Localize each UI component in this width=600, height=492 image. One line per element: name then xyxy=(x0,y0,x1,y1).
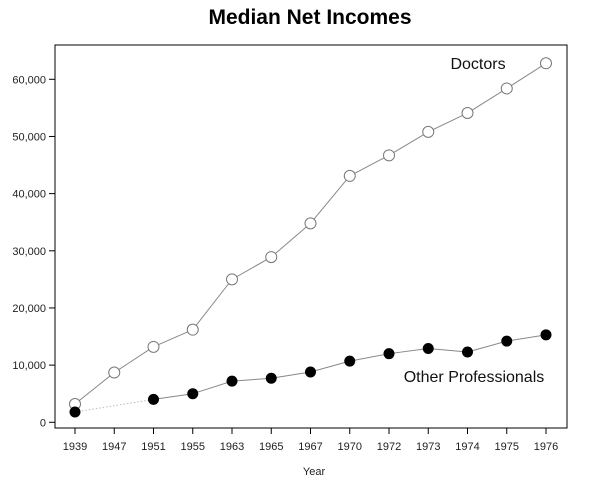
x-tick-label: 1970 xyxy=(338,441,362,453)
series-line-segment xyxy=(388,348,429,355)
series-line-segment xyxy=(506,334,547,342)
data-point xyxy=(501,335,513,347)
data-point xyxy=(265,372,277,384)
data-point xyxy=(462,346,473,358)
series-label-doctors: Doctors xyxy=(450,56,505,73)
x-tick-label: 1973 xyxy=(416,441,440,453)
x-axis-title: Year xyxy=(303,466,326,478)
series-line-segment xyxy=(310,175,351,224)
data-point xyxy=(344,355,356,367)
y-tick-label: 60,000 xyxy=(12,74,46,86)
series-line-segment xyxy=(467,88,508,114)
series-layer xyxy=(69,57,552,418)
series-label-other-professionals: Other Professionals xyxy=(404,369,545,386)
series-line-segment xyxy=(153,329,193,348)
y-tick-label: 10,000 xyxy=(12,360,46,372)
series-line-segment xyxy=(192,279,233,330)
series-line-segment xyxy=(270,222,311,258)
data-point xyxy=(187,388,199,400)
data-point xyxy=(147,340,160,353)
x-tick-label: 1972 xyxy=(377,441,401,453)
series-line-segment xyxy=(231,256,272,280)
series-gap-connector xyxy=(74,398,154,413)
series-line-segment xyxy=(153,393,193,400)
x-tick-label: 1939 xyxy=(63,441,87,453)
x-tick-label: 1963 xyxy=(220,441,244,453)
data-point xyxy=(265,251,278,264)
series-line-segment xyxy=(506,62,547,89)
data-point xyxy=(186,323,199,336)
series-line-segment xyxy=(271,371,311,379)
series-line-segment xyxy=(388,131,429,156)
data-point xyxy=(108,366,121,379)
series-line-segment xyxy=(310,360,350,373)
data-point xyxy=(383,348,395,360)
series-line-segment xyxy=(113,346,154,373)
data-point xyxy=(226,273,238,286)
data-point xyxy=(69,406,81,418)
series-line-segment xyxy=(192,380,233,395)
data-point xyxy=(305,366,316,378)
x-tick-label: 1974 xyxy=(455,441,479,453)
y-tick-label: 50,000 xyxy=(12,131,46,143)
y-tick-label: 0 xyxy=(40,417,46,429)
x-tick-label: 1967 xyxy=(298,441,322,453)
y-tick-label: 20,000 xyxy=(12,303,46,315)
series-line-segment xyxy=(349,353,390,362)
data-point xyxy=(304,217,317,230)
series-line-segment xyxy=(467,340,507,353)
x-tick-label: 1955 xyxy=(181,441,205,453)
x-tick-label: 1976 xyxy=(534,441,558,453)
series-line-segment xyxy=(74,372,115,405)
x-tick-label: 1975 xyxy=(495,441,519,453)
x-tick-label: 1965 xyxy=(259,441,283,453)
data-point xyxy=(343,169,356,182)
series-line-segment xyxy=(349,154,390,177)
data-point xyxy=(461,107,474,120)
series-0 xyxy=(69,57,552,410)
x-tick-label: 1951 xyxy=(141,441,165,453)
data-point xyxy=(226,375,238,387)
series-line-segment xyxy=(231,377,272,382)
data-point xyxy=(500,82,513,95)
x-tick-label: 1947 xyxy=(102,441,126,453)
chart-title: Median Net Incomes xyxy=(208,6,411,29)
data-point xyxy=(422,343,434,355)
y-axis: 0 10,000 20,000 30,000 40,000 50,000 60,000 xyxy=(12,74,55,429)
data-point xyxy=(540,57,552,70)
data-point xyxy=(148,393,159,405)
data-point xyxy=(540,329,552,341)
series-1 xyxy=(69,329,552,418)
y-tick-label: 40,000 xyxy=(12,189,46,201)
x-axis: 1939 1947 1951 1955 1963 1965 1967 1970 1972 1973… xyxy=(63,428,558,453)
data-point xyxy=(383,149,395,162)
series-line-segment xyxy=(428,112,468,133)
y-tick-label: 30,000 xyxy=(12,246,46,258)
series-line-segment xyxy=(428,348,468,353)
data-point xyxy=(422,125,435,138)
